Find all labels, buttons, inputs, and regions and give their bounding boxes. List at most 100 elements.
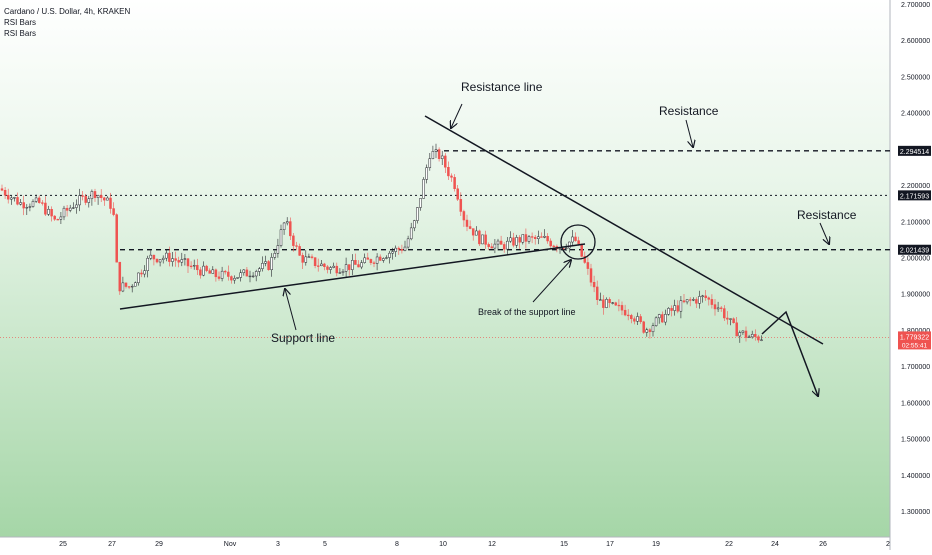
- candle-body: [196, 265, 198, 270]
- x-tick-label: 12: [488, 541, 496, 548]
- symbol-title[interactable]: Cardano / U.S. Dollar, 4h, KRAKEN: [4, 6, 130, 17]
- candle-body: [525, 235, 527, 242]
- y-tick-label: 1.300000: [901, 509, 930, 516]
- candle-body: [305, 257, 307, 263]
- candle-body: [209, 271, 211, 274]
- candle-body: [72, 208, 74, 209]
- y-tick-label: 2.400000: [901, 111, 930, 118]
- candle-body: [317, 266, 319, 267]
- candle-body: [668, 308, 670, 314]
- candle-body: [215, 270, 217, 277]
- candle-body: [286, 222, 288, 223]
- candle-body: [159, 260, 161, 262]
- level-badge-label: 2.021439: [900, 248, 929, 255]
- candle-body: [618, 305, 620, 306]
- candle-body: [296, 246, 298, 247]
- candle-body: [534, 237, 536, 239]
- candle-body: [432, 151, 434, 158]
- candle-body: [358, 265, 360, 267]
- candle-body: [658, 315, 660, 318]
- candle-body: [66, 208, 68, 210]
- candle-body: [88, 199, 90, 203]
- candle-body: [361, 263, 363, 267]
- candle-body: [602, 300, 604, 308]
- candle-body: [162, 258, 164, 259]
- candle-body: [97, 195, 99, 197]
- candle-body: [565, 248, 567, 249]
- y-tick-label: 1.600000: [901, 400, 930, 407]
- candle-body: [274, 253, 276, 257]
- candle-body: [314, 258, 316, 266]
- candle-body: [528, 237, 530, 242]
- candle-body: [544, 236, 546, 237]
- y-tick-label: 2.600000: [901, 38, 930, 45]
- candle-body: [336, 266, 338, 273]
- candle-body: [48, 209, 50, 214]
- candle-body: [79, 196, 81, 205]
- candle-body: [203, 266, 205, 275]
- candle-body: [621, 305, 623, 310]
- candle-body: [463, 211, 465, 220]
- candle-body: [730, 319, 732, 320]
- candle-body: [568, 242, 570, 248]
- x-tick-label: 29: [155, 541, 163, 548]
- candle-body: [345, 265, 347, 272]
- indicator-label-1[interactable]: RSI Bars: [4, 17, 130, 28]
- candle-body: [550, 241, 552, 246]
- candle-body: [141, 273, 143, 274]
- x-tick-label: 2: [886, 541, 890, 548]
- candle-body: [212, 270, 214, 274]
- candle-body: [478, 231, 480, 244]
- x-tick-label: Nov: [224, 541, 237, 548]
- candle-body: [633, 319, 635, 321]
- candle-body: [323, 264, 325, 267]
- candle-body: [106, 198, 108, 200]
- candle-body: [506, 241, 508, 249]
- candle-body: [311, 257, 313, 258]
- candle-body: [466, 220, 468, 226]
- candle-body: [723, 309, 725, 318]
- candle-body: [559, 248, 561, 249]
- candle-body: [652, 326, 654, 332]
- indicator-label-2[interactable]: RSI Bars: [4, 28, 130, 39]
- candle-body: [392, 252, 394, 254]
- candle-body: [575, 237, 577, 241]
- y-tick-label: 2.100000: [901, 219, 930, 226]
- candle-body: [509, 238, 511, 241]
- candle-body: [708, 298, 710, 300]
- candle-body: [258, 269, 260, 272]
- candle-body: [234, 278, 236, 280]
- candle-body: [268, 262, 270, 270]
- candle-body: [82, 196, 84, 197]
- candle-body: [227, 272, 229, 276]
- candle-body: [485, 235, 487, 245]
- candle-body: [630, 315, 632, 318]
- candle-body: [413, 221, 415, 228]
- candle-body: [423, 179, 425, 198]
- candle-body: [472, 229, 474, 236]
- candle-body: [277, 246, 279, 254]
- candle-body: [469, 227, 471, 229]
- candle-body: [246, 270, 248, 276]
- candle-body: [181, 260, 183, 263]
- candle-body: [13, 197, 15, 198]
- candle-body: [547, 236, 549, 241]
- candle-body: [438, 150, 440, 159]
- x-tick-label: 3: [276, 541, 280, 548]
- x-tick-label: 19: [652, 541, 660, 548]
- candle-body: [677, 306, 679, 312]
- candle-body: [404, 247, 406, 250]
- candle-body: [454, 177, 456, 188]
- candle-body: [714, 305, 716, 309]
- candle-body: [624, 310, 626, 315]
- candle-body: [187, 259, 189, 266]
- candle-body: [339, 273, 341, 274]
- y-tick-label: 2.700000: [901, 2, 930, 9]
- candle-body: [354, 260, 356, 264]
- candle-body: [327, 267, 329, 270]
- candle-body: [367, 258, 369, 260]
- y-axis-ticks: 2.7000002.6000002.5000002.4000002.300000…: [901, 2, 930, 516]
- candle-body: [252, 276, 254, 277]
